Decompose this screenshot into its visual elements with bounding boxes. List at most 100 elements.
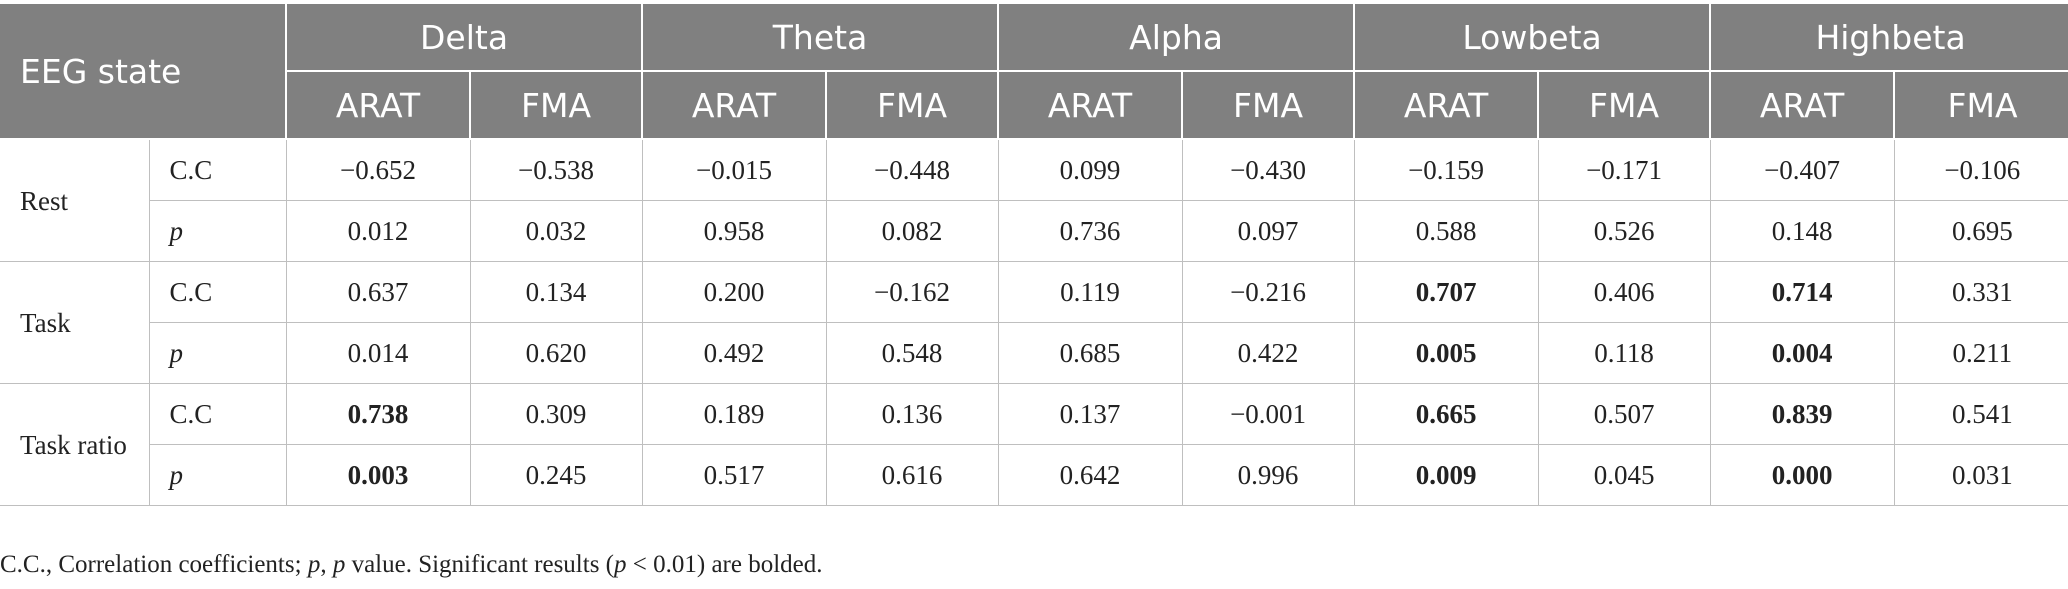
table-row: Task C.C 0.637 0.134 0.200 −0.162 0.119 −0.216 0… <box>0 261 2068 384</box>
value-cell: 0.422 <box>1181 322 1355 384</box>
value-cell: 0.000 <box>1709 444 1895 506</box>
value-cell: 0.134 <box>469 261 643 323</box>
value-cell: 0.118 <box>1537 322 1711 384</box>
table-row: Rest C.C −0.652 −0.538 −0.015 −0.448 0.099 −0.4… <box>0 138 2068 262</box>
value-cell: −0.652 <box>285 138 471 201</box>
value-cell: 0.082 <box>825 200 999 262</box>
value-cell: 0.137 <box>997 383 1183 445</box>
header-measure-fma: FMA <box>1893 71 2068 140</box>
statistic-cell: C.C <box>148 383 287 445</box>
value-cell: 0.588 <box>1353 200 1539 262</box>
statistic-label: C.C <box>169 398 213 429</box>
footnote-text: C.C., Correlation coefficients; <box>0 551 308 578</box>
value-cell: 0.009 <box>1353 444 1539 506</box>
header-measure-arat: ARAT <box>1353 71 1539 140</box>
table-footnote: C.C., Correlation coefficients; p, p val… <box>0 551 823 579</box>
statistic-cell: p <box>148 322 287 384</box>
value-cell: 0.707 <box>1353 261 1539 323</box>
value-cell: −0.407 <box>1709 138 1895 201</box>
table-row: p 0.014 0.620 0.492 0.548 0.685 0.422 0.005 0.11… <box>0 322 2068 384</box>
value-cell: −0.106 <box>1893 138 2068 201</box>
value-cell: 0.620 <box>469 322 643 384</box>
header-measure-arat: ARAT <box>641 71 827 140</box>
header-measure-arat: ARAT <box>1709 71 1895 140</box>
value-cell: 0.031 <box>1893 444 2068 506</box>
value-cell: 0.695 <box>1893 200 2068 262</box>
value-cell: 0.541 <box>1893 383 2068 445</box>
value-cell: 0.309 <box>469 383 643 445</box>
header-measure-fma: FMA <box>825 71 999 140</box>
correlation-table: EEG state Delta Theta Alpha Lowbeta High… <box>0 4 2068 506</box>
value-cell: 0.406 <box>1537 261 1711 323</box>
footnote-p-symbol: p <box>307 551 321 578</box>
value-cell: 0.958 <box>641 200 827 262</box>
value-cell: 0.003 <box>285 444 471 506</box>
header-measure-arat: ARAT <box>285 71 471 140</box>
value-cell: 0.148 <box>1709 200 1895 262</box>
value-cell: 0.492 <box>641 322 827 384</box>
eeg-state-cell: Task <box>0 261 150 384</box>
value-cell: 0.211 <box>1893 322 2068 384</box>
header-measure-fma: FMA <box>469 71 643 140</box>
value-cell: 0.685 <box>997 322 1183 384</box>
value-cell: 0.136 <box>825 383 999 445</box>
value-cell: −0.015 <box>641 138 827 201</box>
table-body: Rest C.C −0.652 −0.538 −0.015 −0.448 0.099 −0.4… <box>0 138 2068 506</box>
statistic-label: p <box>169 459 184 490</box>
table-header: EEG state Delta Theta Alpha Lowbeta High… <box>0 4 2068 140</box>
eeg-state-cell: Rest <box>0 138 150 262</box>
value-cell: 0.189 <box>641 383 827 445</box>
value-cell: 0.996 <box>1181 444 1355 506</box>
statistic-cell: C.C <box>148 138 287 201</box>
header-band-theta: Theta <box>641 4 999 72</box>
value-cell: 0.738 <box>285 383 471 445</box>
statistic-cell: C.C <box>148 261 287 323</box>
value-cell: 0.045 <box>1537 444 1711 506</box>
value-cell: −0.001 <box>1181 383 1355 445</box>
header-measure-fma: FMA <box>1181 71 1355 140</box>
statistic-label: C.C <box>169 154 213 185</box>
value-cell: −0.162 <box>825 261 999 323</box>
statistic-cell: p <box>148 200 287 262</box>
value-cell: 0.642 <box>997 444 1183 506</box>
statistic-label: C.C <box>169 276 213 307</box>
value-cell: 0.097 <box>1181 200 1355 262</box>
value-cell: −0.430 <box>1181 138 1355 201</box>
value-cell: 0.714 <box>1709 261 1895 323</box>
header-band-delta: Delta <box>285 4 643 72</box>
value-cell: 0.526 <box>1537 200 1711 262</box>
table-row: p 0.003 0.245 0.517 0.616 0.642 0.996 0.009 0.04… <box>0 444 2068 506</box>
value-cell: 0.839 <box>1709 383 1895 445</box>
value-cell: 0.736 <box>997 200 1183 262</box>
footnote-p-symbol: p <box>332 551 346 578</box>
value-cell: 0.507 <box>1537 383 1711 445</box>
footnote-text: < 0.01) are bolded. <box>626 551 823 578</box>
value-cell: 0.616 <box>825 444 999 506</box>
value-cell: 0.331 <box>1893 261 2068 323</box>
statistic-label: p <box>169 337 184 368</box>
header-band-lowbeta: Lowbeta <box>1353 4 1711 72</box>
header-measure-fma: FMA <box>1537 71 1711 140</box>
footnote-p-symbol: p <box>614 551 627 578</box>
value-cell: 0.005 <box>1353 322 1539 384</box>
table-row: Task ratio C.C 0.738 0.309 0.189 0.136 0.137 −0… <box>0 383 2068 506</box>
value-cell: 0.665 <box>1353 383 1539 445</box>
value-cell: 0.637 <box>285 261 471 323</box>
value-cell: 0.200 <box>641 261 827 323</box>
value-cell: −0.159 <box>1353 138 1539 201</box>
value-cell: 0.012 <box>285 200 471 262</box>
footnote-text: , <box>320 551 333 578</box>
eeg-state-cell: Task ratio <box>0 383 150 506</box>
value-cell: 0.119 <box>997 261 1183 323</box>
header-measure-arat: ARAT <box>997 71 1183 140</box>
value-cell: 0.014 <box>285 322 471 384</box>
value-cell: −0.448 <box>825 138 999 201</box>
header-band-alpha: Alpha <box>997 4 1355 72</box>
table-row: p 0.012 0.032 0.958 0.082 0.736 0.097 0.588 0.52… <box>0 200 2068 262</box>
value-cell: 0.004 <box>1709 322 1895 384</box>
value-cell: −0.216 <box>1181 261 1355 323</box>
value-cell: 0.517 <box>641 444 827 506</box>
header-band-highbeta: Highbeta <box>1709 4 2068 72</box>
statistic-label: p <box>169 215 184 246</box>
statistic-cell: p <box>148 444 287 506</box>
